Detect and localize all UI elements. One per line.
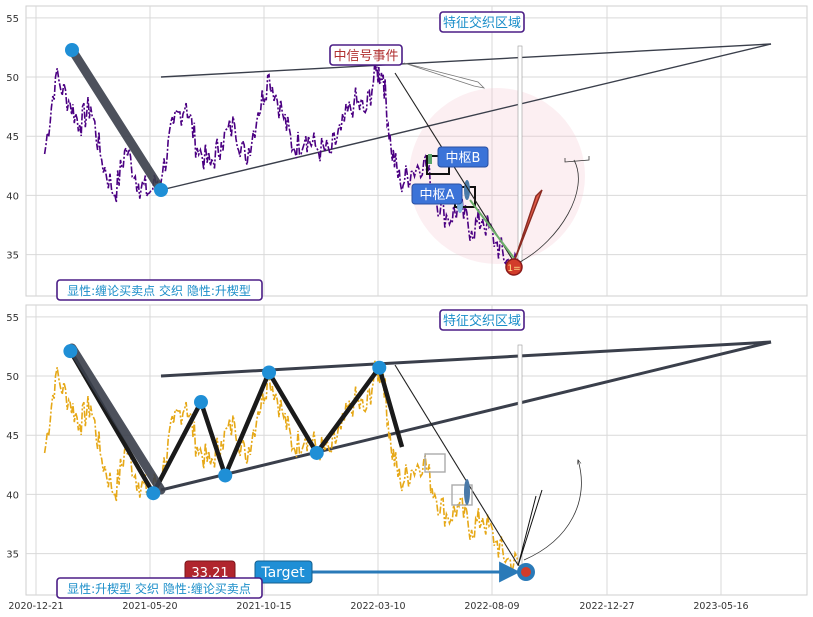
zigzag-pivot bbox=[193, 395, 208, 410]
y-tick-label: 55 bbox=[6, 14, 19, 25]
y-tick-label: 35 bbox=[6, 251, 19, 262]
top-panel: 35 40 45 50 55 1= bbox=[6, 5, 808, 301]
svg-text:显性:升楔型 交织 隐性:缠论买卖点: 显性:升楔型 交织 隐性:缠论买卖点 bbox=[67, 581, 251, 596]
svg-text:中枢A: 中枢A bbox=[420, 188, 455, 203]
y-tick-label: 45 bbox=[6, 431, 19, 442]
svg-text:Target: Target bbox=[260, 565, 305, 581]
top-feature-column bbox=[517, 45, 523, 263]
hub-b-mini bbox=[428, 154, 432, 164]
top-curved-arc bbox=[519, 159, 579, 263]
top-feature-zone-label: 特征交织区域 bbox=[439, 11, 525, 33]
hub-b-label: 中枢B bbox=[437, 146, 489, 168]
x-tick-label: 2020-12-21 bbox=[8, 601, 63, 612]
x-tick-label: 2021-10-15 bbox=[236, 601, 291, 612]
bottom-pivot-points bbox=[63, 344, 387, 501]
target-label-badge[interactable]: Target bbox=[254, 560, 313, 584]
top-plot-frame bbox=[25, 5, 808, 297]
svg-text:中信号事件: 中信号事件 bbox=[333, 49, 398, 64]
bottom-wedge-lower-line bbox=[160, 340, 772, 492]
bottom-hub-b-box bbox=[424, 453, 446, 473]
bottom-down-stroke bbox=[67, 343, 166, 495]
zigzag-pivot bbox=[218, 468, 233, 483]
x-axis-tick-labels: 2020-12-21 2021-05-20 2021-10-15 2022-03-10… bbox=[8, 601, 748, 612]
y-tick-label: 35 bbox=[6, 550, 19, 561]
y-tick-label: 40 bbox=[6, 490, 19, 501]
y-tick-label: 45 bbox=[6, 132, 19, 143]
top-wedge-upper-line bbox=[160, 43, 772, 78]
top-marker-circle bbox=[505, 258, 523, 276]
bottom-y-tick-labels: 35 40 45 50 55 bbox=[6, 313, 19, 561]
zigzag-pivot bbox=[372, 360, 387, 375]
svg-text:中枢B: 中枢B bbox=[446, 151, 481, 166]
y-tick-label: 55 bbox=[6, 313, 19, 324]
top-pivot-high bbox=[65, 43, 79, 57]
svg-text:显性:缠论买卖点 交织 隐性:升楔型: 显性:缠论买卖点 交织 隐性:升楔型 bbox=[67, 283, 251, 298]
bottom-hub-blob bbox=[464, 479, 470, 505]
zigzag-pivot bbox=[146, 486, 161, 501]
bottom-gridlines bbox=[26, 305, 807, 595]
bottom-descending-line bbox=[394, 364, 519, 566]
x-tick-label: 2022-12-27 bbox=[579, 601, 634, 612]
target-marker-inner bbox=[521, 567, 531, 577]
bottom-curved-arc bbox=[523, 460, 582, 561]
top-pivot-low bbox=[154, 183, 168, 197]
top-wedge-lower-line bbox=[160, 43, 772, 191]
signal-event-label: 中信号事件 bbox=[329, 44, 403, 66]
feature-zone-circle bbox=[409, 88, 585, 264]
svg-text:特征交织区域: 特征交织区域 bbox=[443, 313, 521, 329]
top-red-rise bbox=[513, 189, 543, 263]
top-bracket bbox=[564, 156, 590, 163]
x-tick-label: 2021-05-20 bbox=[122, 601, 177, 612]
x-tick-label: 2022-08-09 bbox=[464, 601, 519, 612]
x-tick-label: 2022-03-10 bbox=[350, 601, 405, 612]
bottom-feature-column bbox=[517, 344, 523, 566]
zigzag-pivot bbox=[309, 445, 324, 460]
zigzag-pivot bbox=[63, 344, 78, 359]
top-price-line bbox=[43, 61, 521, 275]
hub-a-label: 中枢A bbox=[411, 183, 463, 205]
bottom-zigzag-line bbox=[68, 350, 405, 496]
top-legend-box: 显性:缠论买卖点 交织 隐性:升楔型 bbox=[56, 279, 263, 301]
bottom-feature-zone-label: 特征交织区域 bbox=[439, 309, 525, 331]
bottom-legend-box: 显性:升楔型 交织 隐性:缠论买卖点 bbox=[56, 577, 263, 599]
signal-event-arrow bbox=[403, 62, 486, 89]
bottom-price-line bbox=[43, 360, 521, 574]
y-tick-label: 50 bbox=[6, 372, 19, 383]
top-down-stroke bbox=[67, 45, 166, 195]
y-tick-label: 50 bbox=[6, 73, 19, 84]
top-marker-label: 1= bbox=[507, 264, 520, 274]
top-y-tick-labels: 35 40 45 50 55 bbox=[6, 14, 19, 262]
bottom-red-rise bbox=[517, 489, 543, 567]
top-green-path bbox=[469, 199, 515, 259]
svg-text:特征交织区域: 特征交织区域 bbox=[443, 15, 521, 31]
x-tick-label: 2023-05-16 bbox=[693, 601, 748, 612]
bottom-hub-a-box bbox=[451, 484, 473, 506]
zigzag-pivot bbox=[262, 365, 277, 380]
y-tick-label: 40 bbox=[6, 191, 19, 202]
bottom-plot-frame bbox=[25, 304, 808, 596]
